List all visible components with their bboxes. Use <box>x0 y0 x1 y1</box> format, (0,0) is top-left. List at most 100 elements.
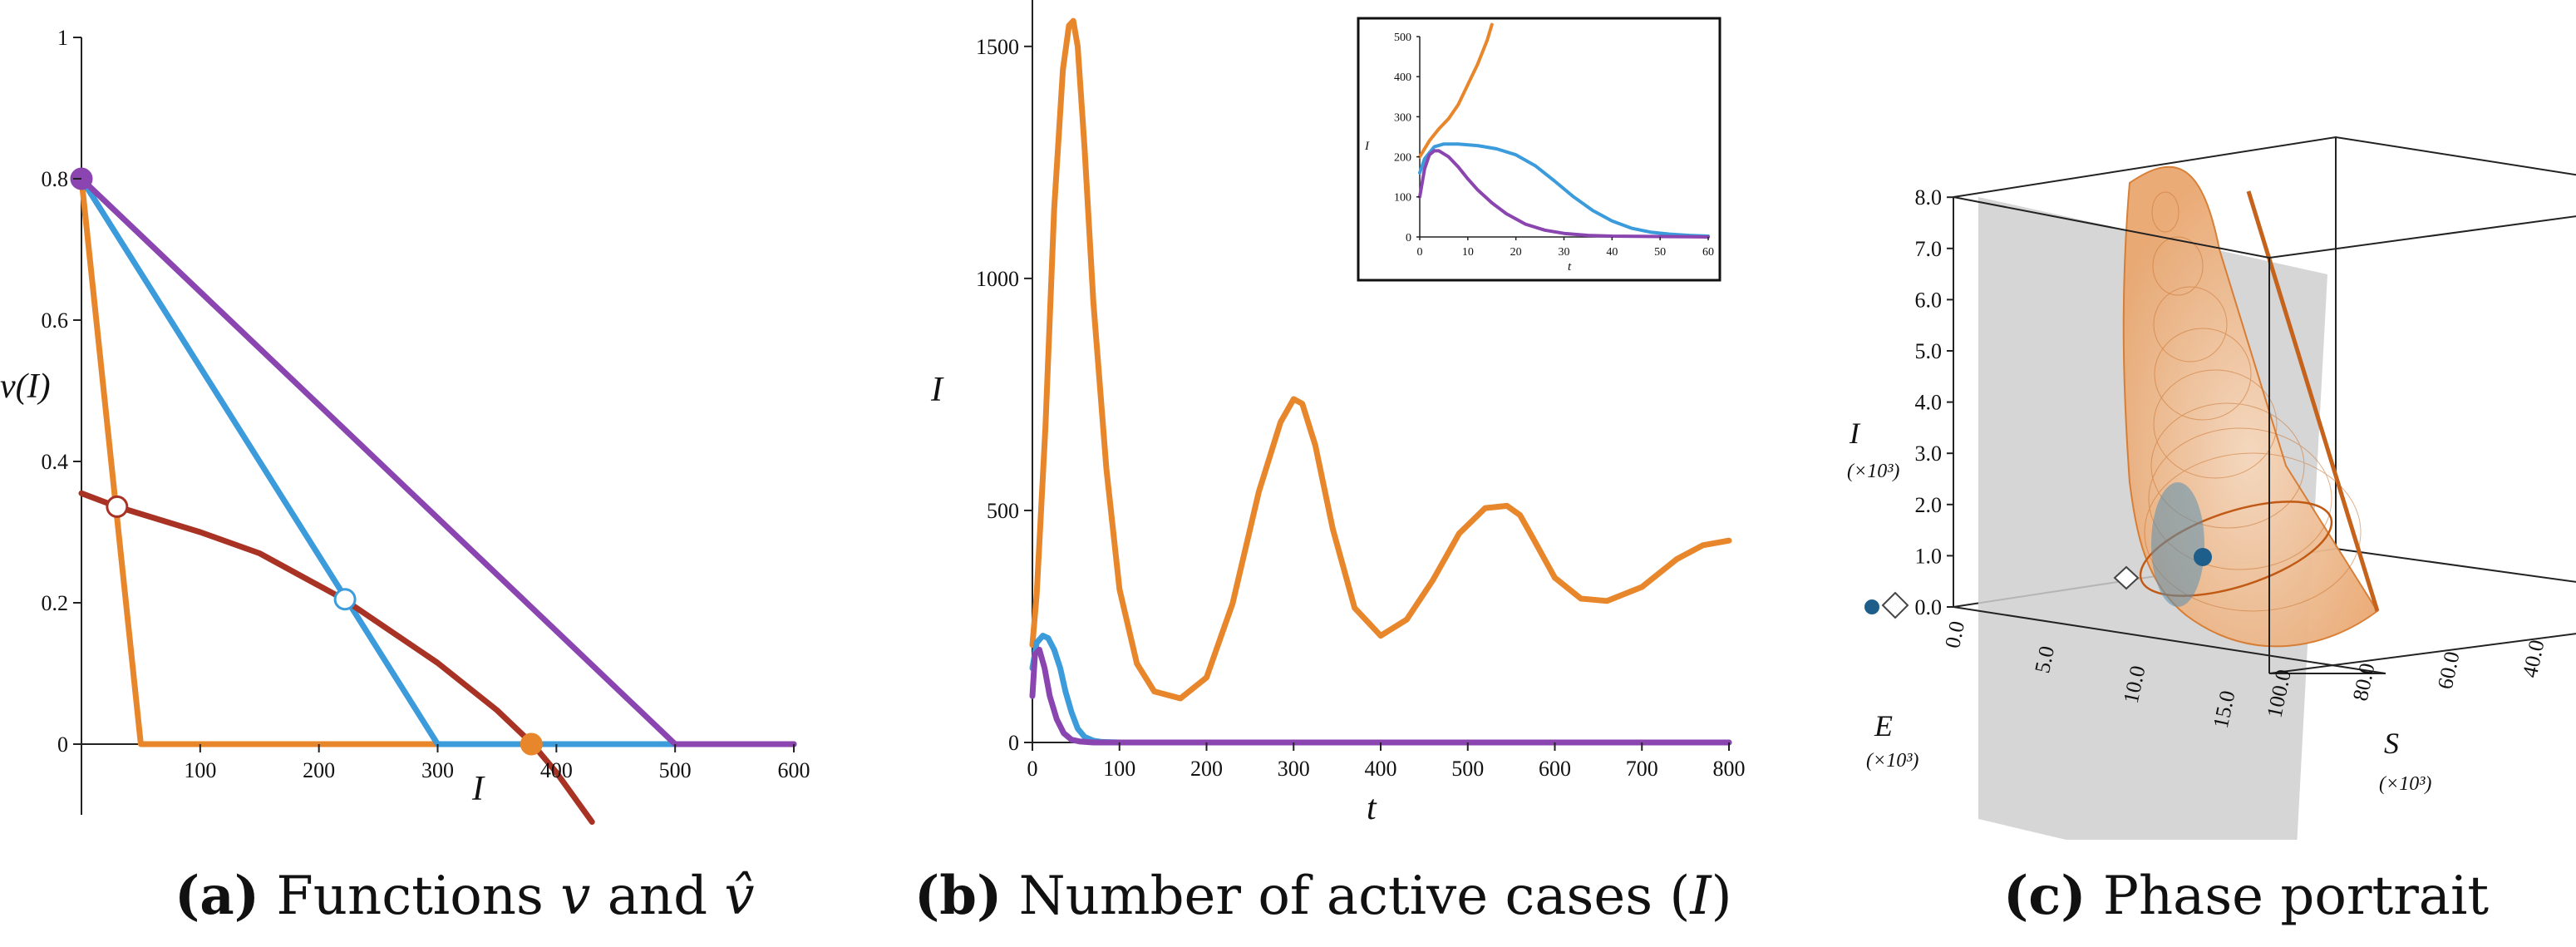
x-tick-label: 300 <box>1278 757 1310 781</box>
series-v-hat-line <box>78 490 595 825</box>
y-tick-label: 0.2 <box>42 591 69 615</box>
x-tick-label: 600 <box>778 758 810 782</box>
x-tick-label: 200 <box>303 758 335 782</box>
x-tick-label: 50 <box>1654 246 1666 259</box>
x-tick-label: 400 <box>540 758 573 782</box>
x-tick-label: 600 <box>1539 757 1571 781</box>
y-tick-label: 1000 <box>976 267 1019 291</box>
y-tick-label: 0.8 <box>42 167 69 191</box>
diamond-marker-1 <box>2113 565 2140 590</box>
caption-a-tag: (a) <box>175 865 260 927</box>
caption-a-and: and <box>607 866 708 927</box>
x-tick-label: 60 <box>1702 246 1714 259</box>
caption-b-text: Number of active cases ( <box>1018 866 1691 927</box>
caption-a-text: Functions <box>276 866 544 927</box>
panel-b-xlabel: t <box>1367 789 1377 827</box>
panel-c-xunit: (×10³) <box>2379 773 2431 795</box>
x3d-tick-label: 60.0 <box>2433 649 2465 692</box>
panel-c-yunit: (×10³) <box>1866 750 1918 772</box>
y3d-tick-label: 0.0 <box>1940 619 1969 650</box>
x-tick-label: 700 <box>1626 757 1658 781</box>
y-tick-label: 0 <box>57 732 68 757</box>
panel-a-series <box>78 175 797 825</box>
z-tick-label: 1.0 <box>1915 544 1943 568</box>
y-tick-label: 400 <box>1394 72 1411 84</box>
y-tick-label: 1 <box>57 26 68 50</box>
blue-ellipsoid <box>2151 482 2204 607</box>
x-tick-label: 500 <box>659 758 692 782</box>
x-tick-label: 200 <box>1190 757 1223 781</box>
inset-ylabel: I <box>1364 140 1370 153</box>
inset-xlabel: t <box>1568 260 1572 274</box>
series-blue-line <box>1418 142 1710 238</box>
y-tick-label: 0.4 <box>42 450 69 474</box>
series-orange-line <box>1418 22 1494 159</box>
y-tick-label: 0 <box>1406 232 1411 244</box>
panel-a-ticks: 100 200 300 400 500 600 0 0.2 0.4 0.6 0.8 1 <box>42 26 810 782</box>
panel-c-xlabel: S <box>2384 727 2399 760</box>
marker-point-3 <box>520 732 543 756</box>
cone-rings <box>2144 191 2362 612</box>
panel-b-series <box>1029 17 1732 746</box>
series-purple-line <box>78 175 797 747</box>
panel-a-xlabel: I <box>471 770 485 808</box>
x-tick-label: 300 <box>421 758 454 782</box>
z-tick-label: 0.0 <box>1915 595 1943 619</box>
y3d-tick-label: 5.0 <box>2030 644 2059 675</box>
y-tick-label: 300 <box>1394 111 1411 124</box>
x-tick-label: 10 <box>1462 246 1474 259</box>
origin-point <box>1864 599 1879 614</box>
caption-a-var2: v̂ <box>724 866 755 927</box>
series-blue-line <box>78 175 797 747</box>
caption-b-close: ) <box>1711 866 1732 927</box>
inset-ticks: 0 10 20 30 40 50 60 0 100 200 300 400 500 <box>1394 32 1714 259</box>
caption-c: (c) Phase portrait <box>2003 865 2489 927</box>
z-tick-label: 7.0 <box>1915 237 1943 261</box>
panel-a-markers <box>70 167 543 756</box>
z-tick-label: 2.0 <box>1915 493 1943 517</box>
z-tick-label: 8.0 <box>1915 185 1943 210</box>
panel-a-chart: 100 200 300 400 500 600 0 0.2 0.4 0.6 0.8 1 I v(I) <box>0 26 810 825</box>
equilibrium-point <box>2194 548 2212 566</box>
x3d-tick-label: 40.0 <box>2518 638 2549 680</box>
panel-c-ylabel: E <box>1874 709 1893 742</box>
series-purple-line <box>1029 646 1732 746</box>
caption-b-var: I <box>1690 866 1712 927</box>
series-orange-line <box>78 175 797 747</box>
marker-point-1 <box>106 495 129 518</box>
x-tick-label: 800 <box>1713 757 1746 781</box>
panel-a-axes <box>81 37 794 815</box>
caption-b: (b) Number of active cases (I) <box>914 865 1732 927</box>
x-tick-label: 30 <box>1559 246 1570 259</box>
series-orange-line <box>1029 17 1732 702</box>
x-tick-label: 100 <box>1103 757 1135 781</box>
series-purple-line <box>1418 149 1710 239</box>
y-tick-label: 0.6 <box>42 308 69 333</box>
panel-c-3d-plot: 0.01.02.03.04.05.06.07.08.00.05.010.015.… <box>1847 136 2576 840</box>
caption-a-var1: v <box>560 866 591 927</box>
x-tick-label: 400 <box>1365 757 1397 781</box>
caption-a: (a) Functions v and v̂ <box>175 865 755 927</box>
y-tick-label: 500 <box>1394 32 1411 44</box>
y-tick-label: 100 <box>1394 192 1411 205</box>
x3d-tick-label: 80.0 <box>2348 661 2380 703</box>
x-tick-label: 100 <box>184 758 216 782</box>
z-tick-label: 5.0 <box>1915 339 1943 363</box>
y-tick-label: 500 <box>987 499 1019 523</box>
y-tick-label: 200 <box>1394 152 1411 165</box>
y-tick-label: 0 <box>1008 731 1019 755</box>
panel-c-zlabel: I <box>1849 417 1861 450</box>
panel-b-ylabel: I <box>930 371 944 409</box>
y-tick-label: 1500 <box>976 35 1019 59</box>
panel-a-ylabel: v(I) <box>0 367 51 406</box>
z-tick-label: 6.0 <box>1915 288 1943 312</box>
x-tick-label: 0 <box>1417 246 1423 259</box>
x-tick-label: 500 <box>1451 757 1484 781</box>
x-tick-label: 40 <box>1606 246 1618 259</box>
caption-c-tag: (c) <box>2003 865 2086 927</box>
z-tick-label: 3.0 <box>1915 441 1943 466</box>
caption-c-text: Phase portrait <box>2102 866 2490 927</box>
inset-series <box>1418 22 1710 239</box>
